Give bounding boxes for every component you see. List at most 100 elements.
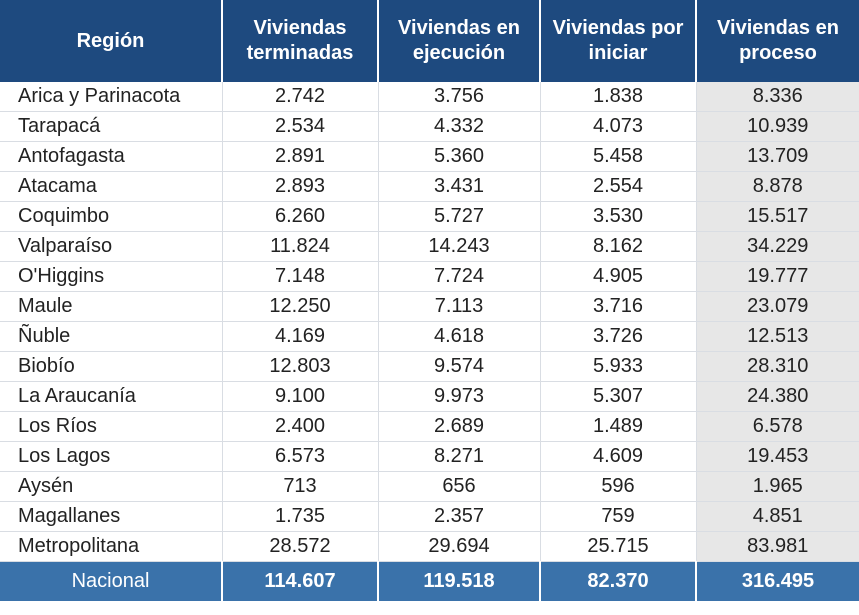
- cell-terminadas: 9.100: [222, 381, 379, 412]
- cell-por-iniciar: 759: [540, 501, 697, 532]
- cell-en-proceso: 8.336: [696, 82, 859, 112]
- viviendas-table: Región Viviendas terminadas Viviendas en…: [0, 0, 859, 601]
- table-row: Biobío 12.803 9.574 5.933 28.310: [0, 351, 859, 382]
- cell-ejecucion: 7.724: [378, 261, 541, 292]
- cell-en-proceso: 19.777: [696, 261, 859, 292]
- cell-ejecucion: 4.332: [378, 111, 541, 142]
- table-row: Metropolitana 28.572 29.694 25.715 83.981: [0, 531, 859, 562]
- table-row: Coquimbo 6.260 5.727 3.530 15.517: [0, 201, 859, 232]
- cell-por-iniciar: 4.073: [540, 111, 697, 142]
- cell-por-iniciar: 5.307: [540, 381, 697, 412]
- cell-ejecucion: 9.574: [378, 351, 541, 382]
- cell-terminadas: 6.260: [222, 201, 379, 232]
- cell-en-proceso: 1.965: [696, 471, 859, 502]
- cell-ejecucion: 3.431: [378, 171, 541, 202]
- cell-region: La Araucanía: [0, 381, 223, 412]
- cell-terminadas: 2.400: [222, 411, 379, 442]
- cell-terminadas: 11.824: [222, 231, 379, 262]
- cell-region: Tarapacá: [0, 111, 223, 142]
- cell-ejecucion: 9.973: [378, 381, 541, 412]
- cell-en-proceso: 13.709: [696, 141, 859, 172]
- table-row: Valparaíso 11.824 14.243 8.162 34.229: [0, 231, 859, 262]
- cell-region: Valparaíso: [0, 231, 223, 262]
- table-row: Los Lagos 6.573 8.271 4.609 19.453: [0, 441, 859, 472]
- total-label: Nacional: [0, 561, 223, 601]
- cell-ejecucion: 29.694: [378, 531, 541, 562]
- cell-region: Los Lagos: [0, 441, 223, 472]
- cell-ejecucion: 14.243: [378, 231, 541, 262]
- cell-region: Ñuble: [0, 321, 223, 352]
- table-row: Maule 12.250 7.113 3.716 23.079: [0, 291, 859, 322]
- table-row: Los Ríos 2.400 2.689 1.489 6.578: [0, 411, 859, 442]
- table-row: Aysén 713 656 596 1.965: [0, 471, 859, 502]
- header-por-iniciar: Viviendas por iniciar: [540, 0, 697, 82]
- cell-region: Metropolitana: [0, 531, 223, 562]
- total-por-iniciar: 82.370: [540, 561, 697, 601]
- cell-terminadas: 4.169: [222, 321, 379, 352]
- cell-region: Los Ríos: [0, 411, 223, 442]
- table-row: Arica y Parinacota 2.742 3.756 1.838 8.336: [0, 82, 859, 112]
- cell-terminadas: 2.742: [222, 82, 379, 112]
- cell-por-iniciar: 8.162: [540, 231, 697, 262]
- header-region: Región: [0, 0, 223, 82]
- cell-por-iniciar: 5.933: [540, 351, 697, 382]
- cell-en-proceso: 28.310: [696, 351, 859, 382]
- cell-por-iniciar: 4.905: [540, 261, 697, 292]
- cell-region: Maule: [0, 291, 223, 322]
- cell-region: O'Higgins: [0, 261, 223, 292]
- cell-terminadas: 1.735: [222, 501, 379, 532]
- cell-ejecucion: 5.360: [378, 141, 541, 172]
- total-terminadas: 114.607: [222, 561, 379, 601]
- table-row: Ñuble 4.169 4.618 3.726 12.513: [0, 321, 859, 352]
- cell-ejecucion: 2.689: [378, 411, 541, 442]
- cell-en-proceso: 8.878: [696, 171, 859, 202]
- cell-en-proceso: 10.939: [696, 111, 859, 142]
- cell-ejecucion: 5.727: [378, 201, 541, 232]
- cell-por-iniciar: 3.716: [540, 291, 697, 322]
- cell-ejecucion: 2.357: [378, 501, 541, 532]
- cell-en-proceso: 6.578: [696, 411, 859, 442]
- table-row: Atacama 2.893 3.431 2.554 8.878: [0, 171, 859, 202]
- cell-por-iniciar: 3.726: [540, 321, 697, 352]
- table-header: Región Viviendas terminadas Viviendas en…: [0, 0, 859, 82]
- cell-ejecucion: 4.618: [378, 321, 541, 352]
- header-en-proceso: Viviendas en proceso: [696, 0, 859, 82]
- cell-terminadas: 2.893: [222, 171, 379, 202]
- cell-region: Coquimbo: [0, 201, 223, 232]
- cell-en-proceso: 19.453: [696, 441, 859, 472]
- cell-terminadas: 28.572: [222, 531, 379, 562]
- cell-en-proceso: 34.229: [696, 231, 859, 262]
- cell-en-proceso: 24.380: [696, 381, 859, 412]
- cell-en-proceso: 83.981: [696, 531, 859, 562]
- table-row: Magallanes 1.735 2.357 759 4.851: [0, 501, 859, 532]
- table-row: Tarapacá 2.534 4.332 4.073 10.939: [0, 111, 859, 142]
- cell-terminadas: 12.250: [222, 291, 379, 322]
- table-total: Nacional 114.607 119.518 82.370 316.495: [0, 561, 859, 601]
- cell-ejecucion: 7.113: [378, 291, 541, 322]
- cell-en-proceso: 23.079: [696, 291, 859, 322]
- cell-region: Arica y Parinacota: [0, 82, 223, 112]
- cell-por-iniciar: 25.715: [540, 531, 697, 562]
- cell-terminadas: 7.148: [222, 261, 379, 292]
- total-en-proceso: 316.495: [696, 561, 859, 601]
- cell-por-iniciar: 596: [540, 471, 697, 502]
- cell-terminadas: 6.573: [222, 441, 379, 472]
- cell-terminadas: 713: [222, 471, 379, 502]
- cell-en-proceso: 15.517: [696, 201, 859, 232]
- cell-por-iniciar: 1.838: [540, 82, 697, 112]
- cell-en-proceso: 4.851: [696, 501, 859, 532]
- cell-por-iniciar: 3.530: [540, 201, 697, 232]
- cell-region: Aysén: [0, 471, 223, 502]
- cell-por-iniciar: 1.489: [540, 411, 697, 442]
- cell-region: Antofagasta: [0, 141, 223, 172]
- cell-terminadas: 2.891: [222, 141, 379, 172]
- cell-en-proceso: 12.513: [696, 321, 859, 352]
- table-body: Arica y Parinacota 2.742 3.756 1.838 8.336 Ta…: [0, 82, 859, 562]
- total-ejecucion: 119.518: [378, 561, 541, 601]
- cell-por-iniciar: 5.458: [540, 141, 697, 172]
- cell-region: Magallanes: [0, 501, 223, 532]
- header-terminadas: Viviendas terminadas: [222, 0, 379, 82]
- cell-ejecucion: 3.756: [378, 82, 541, 112]
- cell-terminadas: 2.534: [222, 111, 379, 142]
- cell-region: Biobío: [0, 351, 223, 382]
